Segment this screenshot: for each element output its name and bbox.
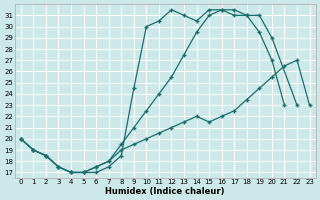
X-axis label: Humidex (Indice chaleur): Humidex (Indice chaleur) [106, 187, 225, 196]
